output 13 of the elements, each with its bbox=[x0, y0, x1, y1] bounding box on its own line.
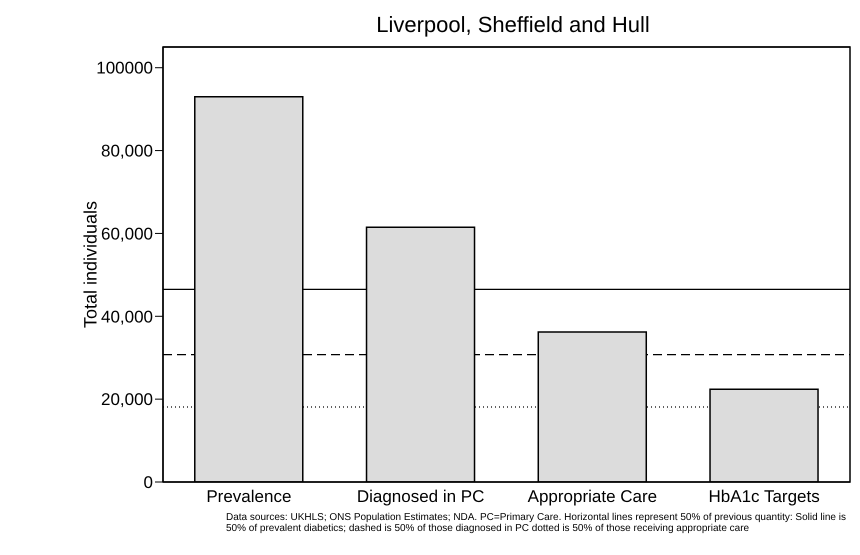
y-tick-label: 60,000 bbox=[101, 224, 153, 244]
y-tick-label: 80,000 bbox=[101, 142, 153, 161]
y-tick-label: 20,000 bbox=[101, 390, 153, 410]
y-axis-title: Total individuals bbox=[80, 200, 100, 328]
y-tick-label: 40,000 bbox=[101, 307, 153, 326]
x-tick-label: HbA1c Targets bbox=[708, 487, 820, 506]
text: Data sources: UKHLS; ONS Population Estimates; NDA. PC=Primary Care. Horizontal lines represent 50% of previous quantity: Solid line is 50% of prevalent diabetics; dashed is 50% of those diagnosed in PC dotted is 50% of those receiving appropriate care bbox=[226, 512, 847, 534]
x-tick-label: Appropriate Care bbox=[528, 487, 658, 506]
x-tick-label: Diagnosed in PC bbox=[356, 487, 484, 506]
y-tick-label: 0 bbox=[144, 473, 153, 492]
y-tick-label: 100000 bbox=[96, 58, 153, 78]
x-tick-label: Prevalence bbox=[206, 487, 292, 506]
chart-title: Liverpool, Sheffield and Hull bbox=[375, 11, 651, 39]
